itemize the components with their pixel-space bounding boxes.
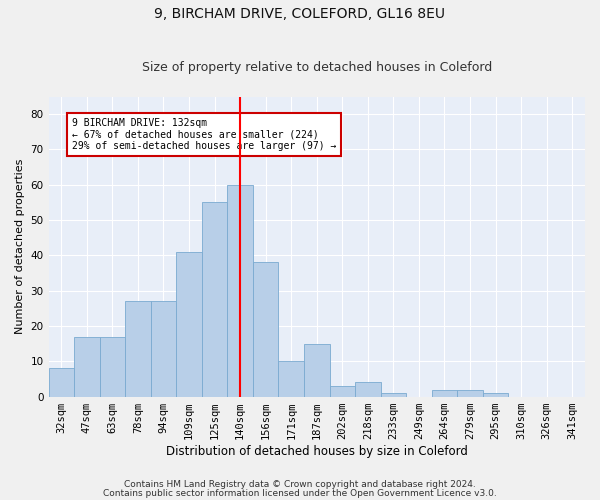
Bar xyxy=(202,202,227,396)
Text: 9, BIRCHAM DRIVE, COLEFORD, GL16 8EU: 9, BIRCHAM DRIVE, COLEFORD, GL16 8EU xyxy=(155,8,445,22)
Bar xyxy=(355,382,380,396)
Text: Contains HM Land Registry data © Crown copyright and database right 2024.: Contains HM Land Registry data © Crown c… xyxy=(124,480,476,489)
Text: Contains public sector information licensed under the Open Government Licence v3: Contains public sector information licen… xyxy=(103,488,497,498)
Bar xyxy=(304,344,329,396)
X-axis label: Distribution of detached houses by size in Coleford: Distribution of detached houses by size … xyxy=(166,444,468,458)
Bar xyxy=(253,262,278,396)
Bar xyxy=(457,390,483,396)
Bar xyxy=(100,336,125,396)
Bar xyxy=(380,393,406,396)
Y-axis label: Number of detached properties: Number of detached properties xyxy=(15,159,25,334)
Bar xyxy=(278,362,304,396)
Text: 9 BIRCHAM DRIVE: 132sqm
← 67% of detached houses are smaller (224)
29% of semi-d: 9 BIRCHAM DRIVE: 132sqm ← 67% of detache… xyxy=(71,118,336,151)
Bar xyxy=(329,386,355,396)
Bar xyxy=(151,302,176,396)
Bar xyxy=(49,368,74,396)
Bar xyxy=(483,393,508,396)
Bar xyxy=(227,185,253,396)
Title: Size of property relative to detached houses in Coleford: Size of property relative to detached ho… xyxy=(142,62,492,74)
Bar xyxy=(125,302,151,396)
Bar xyxy=(432,390,457,396)
Bar xyxy=(74,336,100,396)
Bar xyxy=(176,252,202,396)
